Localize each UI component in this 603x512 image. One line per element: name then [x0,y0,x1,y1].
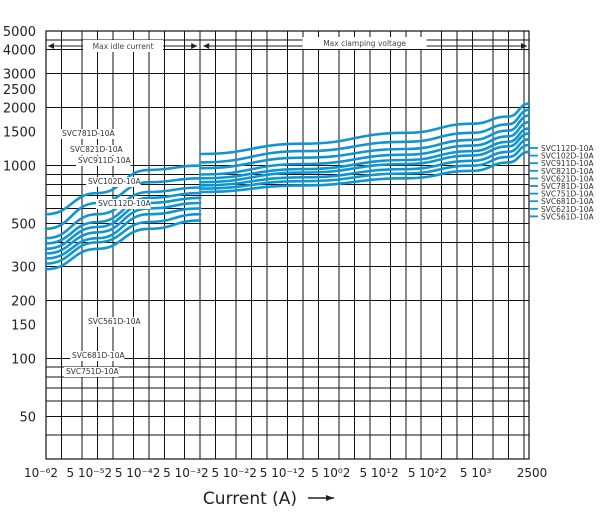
zone-label-clamp: Max clamping voltage [323,39,406,48]
series-line-clamp [198,150,531,194]
zone-label-bg [302,37,427,49]
legend-item: SVC911D-10A [541,159,594,168]
series-line-clamp [198,108,531,164]
y-tick-label: 300 [11,260,36,275]
series-label: SVC112D-10A [98,199,151,208]
y-tick-label: 1500 [3,126,36,141]
series-label: SVC781D-10A [62,129,115,138]
series-line-idle [44,196,202,251]
y-tick-label: 100 [11,352,36,367]
series-labels: SVC781D-10A SVC821D-10A SVC911D-10A SVC102D… [60,129,151,377]
x-tick-label: 10⁻⁶2 [24,466,58,480]
legend: SVC112D-10ASVC102D-10ASVC911D-10ASVC821D… [530,144,594,221]
y-tick-label: 150 [11,318,36,333]
x-axis-title: Current (A) [203,489,297,509]
y-tick-label: 50 [19,410,36,425]
legend-item: SVC621D-10A [541,174,594,183]
series-line-idle [44,177,202,231]
series-line-idle [44,191,202,245]
series-line-idle [44,212,202,265]
zone-label-idle: Max idle current [93,42,154,51]
x-axis-ticks: 10⁻⁶2 5 10⁻⁵2 5 10⁻⁴2 5 10⁻³2 5 10⁻²2 5 10⁻¹2… [24,466,547,480]
series-label-bg [86,317,141,327]
legend-item: SVC781D-10A [541,182,594,191]
grid [45,30,530,460]
legend-item: SVC112D-10A [541,144,594,153]
series-label: SVC102D-10A [88,177,141,186]
y-tick-label: 3000 [3,68,36,83]
x-tick-label: 5 10¹2 [360,466,399,480]
y-tick-label: 200 [11,294,36,309]
series-label-bg [64,367,119,377]
x-axis-title-group: Current (A) [203,489,334,509]
y-tick-label: 2000 [3,102,36,117]
series-line-idle [44,219,202,271]
arrow-right-icon [521,43,527,49]
series-label-bg [68,145,123,155]
legend-item: SVC751D-10A [541,190,594,199]
series-curves [44,102,531,271]
series-label: SVC561D-10A [88,317,141,326]
legend-item: SVC561D-10A [541,212,594,221]
x-tick-label: 5 10⁻⁴2 [115,466,161,480]
series-label: SVC681D-10A [72,351,125,360]
series-label-bg [70,351,125,361]
series-label-bg [96,199,151,209]
zone-annotations: Max idle current Max clamping voltage [48,37,527,52]
y-tick-label: 1000 [3,160,36,175]
series-label: SVC821D-10A [70,145,123,154]
series-label-bg [60,129,115,139]
x-tick-label: 5 10³ [460,466,492,480]
y-tick-label: 2500 [3,83,36,98]
x-axis-arrow-icon [326,495,334,501]
legend-item: SVC821D-10A [541,167,594,176]
series-line-clamp [198,138,531,187]
arrow-left-icon [203,43,210,49]
series-label-bg [76,156,131,166]
zone-label-bg [83,40,164,52]
series-line-idle [44,207,202,260]
x-tick-label: 2500 [517,466,548,480]
x-tick-label: 5 10⁰2 [311,466,350,480]
x-tick-label: 5 10⁻⁵2 [67,466,113,480]
series-line-clamp [198,114,531,170]
y-tick-label: 4000 [3,44,36,59]
series-line-clamp [198,127,531,180]
series-line-clamp [198,132,531,184]
y-tick-label: 500 [11,218,36,233]
series-label: SVC751D-10A [66,367,119,376]
legend-item: SVC621D-10A [541,205,594,214]
x-tick-label: 5 10²2 [408,466,447,480]
series-label: SVC911D-10A [78,156,131,165]
series-label-bg [86,177,141,187]
series-line-clamp [198,143,531,190]
series-line-clamp [198,102,531,156]
series-line-clamp [198,120,531,176]
arrow-left-icon [48,43,54,49]
x-tick-label: 5 10⁻³2 [163,466,209,480]
series-line-idle [44,201,202,255]
x-tick-label: 5 10⁻¹2 [260,466,306,480]
y-tick-label: 5000 [3,25,36,40]
legend-item: SVC681D-10A [541,197,594,206]
x-tick-label: 5 10⁻²2 [211,466,257,480]
arrow-right-icon [191,43,198,49]
legend-item: SVC102D-10A [541,152,594,161]
